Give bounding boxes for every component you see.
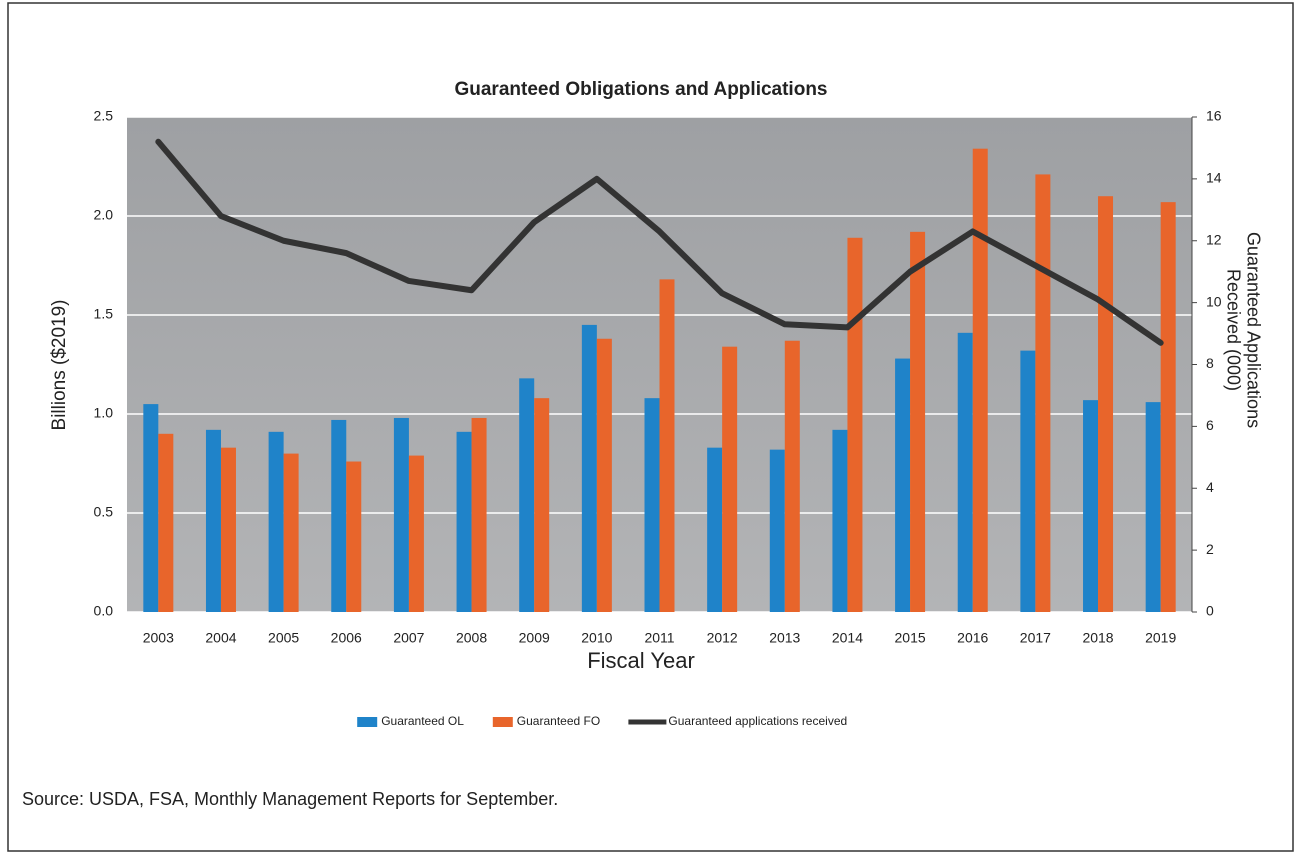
bar [1160,202,1176,612]
bar [910,231,926,612]
x-tick-label: 2016 [957,630,988,646]
x-axis-label: Fiscal Year [587,648,695,673]
bar [456,431,472,612]
bar [1145,402,1161,612]
chart-title: Guaranteed Obligations and Applications [454,79,827,100]
bar [408,455,424,612]
bar [972,148,988,612]
bar [596,338,612,612]
x-tick-label: 2013 [769,630,800,646]
y-tick-label: 1.5 [94,306,114,322]
x-tick-label: 2011 [644,630,674,646]
y-tick-label: 0.0 [94,603,114,619]
line [155,138,1164,346]
bar [847,237,863,612]
bar [205,429,221,612]
bar [534,398,550,612]
x-tick-label: 2015 [895,630,926,646]
x-tick-label: 2010 [581,630,612,646]
bar [283,453,299,612]
legend-label: Guaranteed FO [517,714,600,728]
bar [895,358,911,612]
x-tick-label: 2009 [519,630,550,646]
bar [769,449,785,612]
y-tick-label: 2.5 [94,108,114,124]
source-note: Source: USDA, FSA, Monthly Management Re… [22,789,558,809]
x-tick-label: 2006 [331,630,362,646]
legend-label: Guaranteed OL [381,714,464,728]
y2-tick-label: 10 [1206,293,1222,309]
x-tick-label: 2008 [456,630,487,646]
y-tick-label: 0.5 [94,504,114,520]
y2-tick-label: 16 [1206,108,1222,124]
bar [268,431,284,612]
y2-tick-label: 8 [1206,355,1214,371]
x-tick-label: 2007 [393,630,424,646]
x-tick-label: 2012 [707,630,738,646]
bar [957,332,973,612]
x-tick-label: 2014 [832,630,863,646]
bar [644,398,660,612]
x-tick-label: 2003 [143,630,174,646]
bar [393,417,409,612]
bar [784,340,800,612]
bar [581,324,597,612]
bar [1098,196,1114,612]
y2-tick-label: 14 [1206,170,1222,186]
y2-tick-label: 0 [1206,603,1214,619]
bar [143,404,159,612]
x-tick-label: 2018 [1082,630,1113,646]
legend-label: Guaranteed applications received [668,714,847,728]
bar [158,433,174,612]
bar [659,279,675,612]
bar [346,461,362,612]
y2-axis-label: Received (000) [1223,269,1243,391]
bar [707,447,723,612]
legend-swatch [357,717,378,727]
bar [1083,400,1099,612]
bar [331,419,347,612]
x-tick-label: 2004 [205,630,236,646]
bar [1035,174,1051,613]
y2-tick-label: 6 [1206,417,1214,433]
bar [220,447,236,612]
bar [832,429,848,612]
bar [1020,350,1036,612]
y2-tick-label: 4 [1206,479,1214,495]
x-tick-label: 2017 [1020,630,1051,646]
frame [7,2,1294,852]
legend-swatch [492,717,513,727]
y-tick-label: 2.0 [94,207,114,223]
y-tick-label: 1.0 [94,405,114,421]
bar [519,378,535,612]
y2-tick-label: 12 [1206,231,1222,247]
x-tick-label: 2019 [1145,630,1176,646]
bar [722,346,738,612]
y-axis-label: Billions ($2019) [49,300,70,431]
y2-axis-label: Guaranteed Applications [1243,232,1263,428]
bar [471,417,487,612]
y2-tick-label: 2 [1206,541,1214,557]
x-tick-label: 2005 [268,630,299,646]
